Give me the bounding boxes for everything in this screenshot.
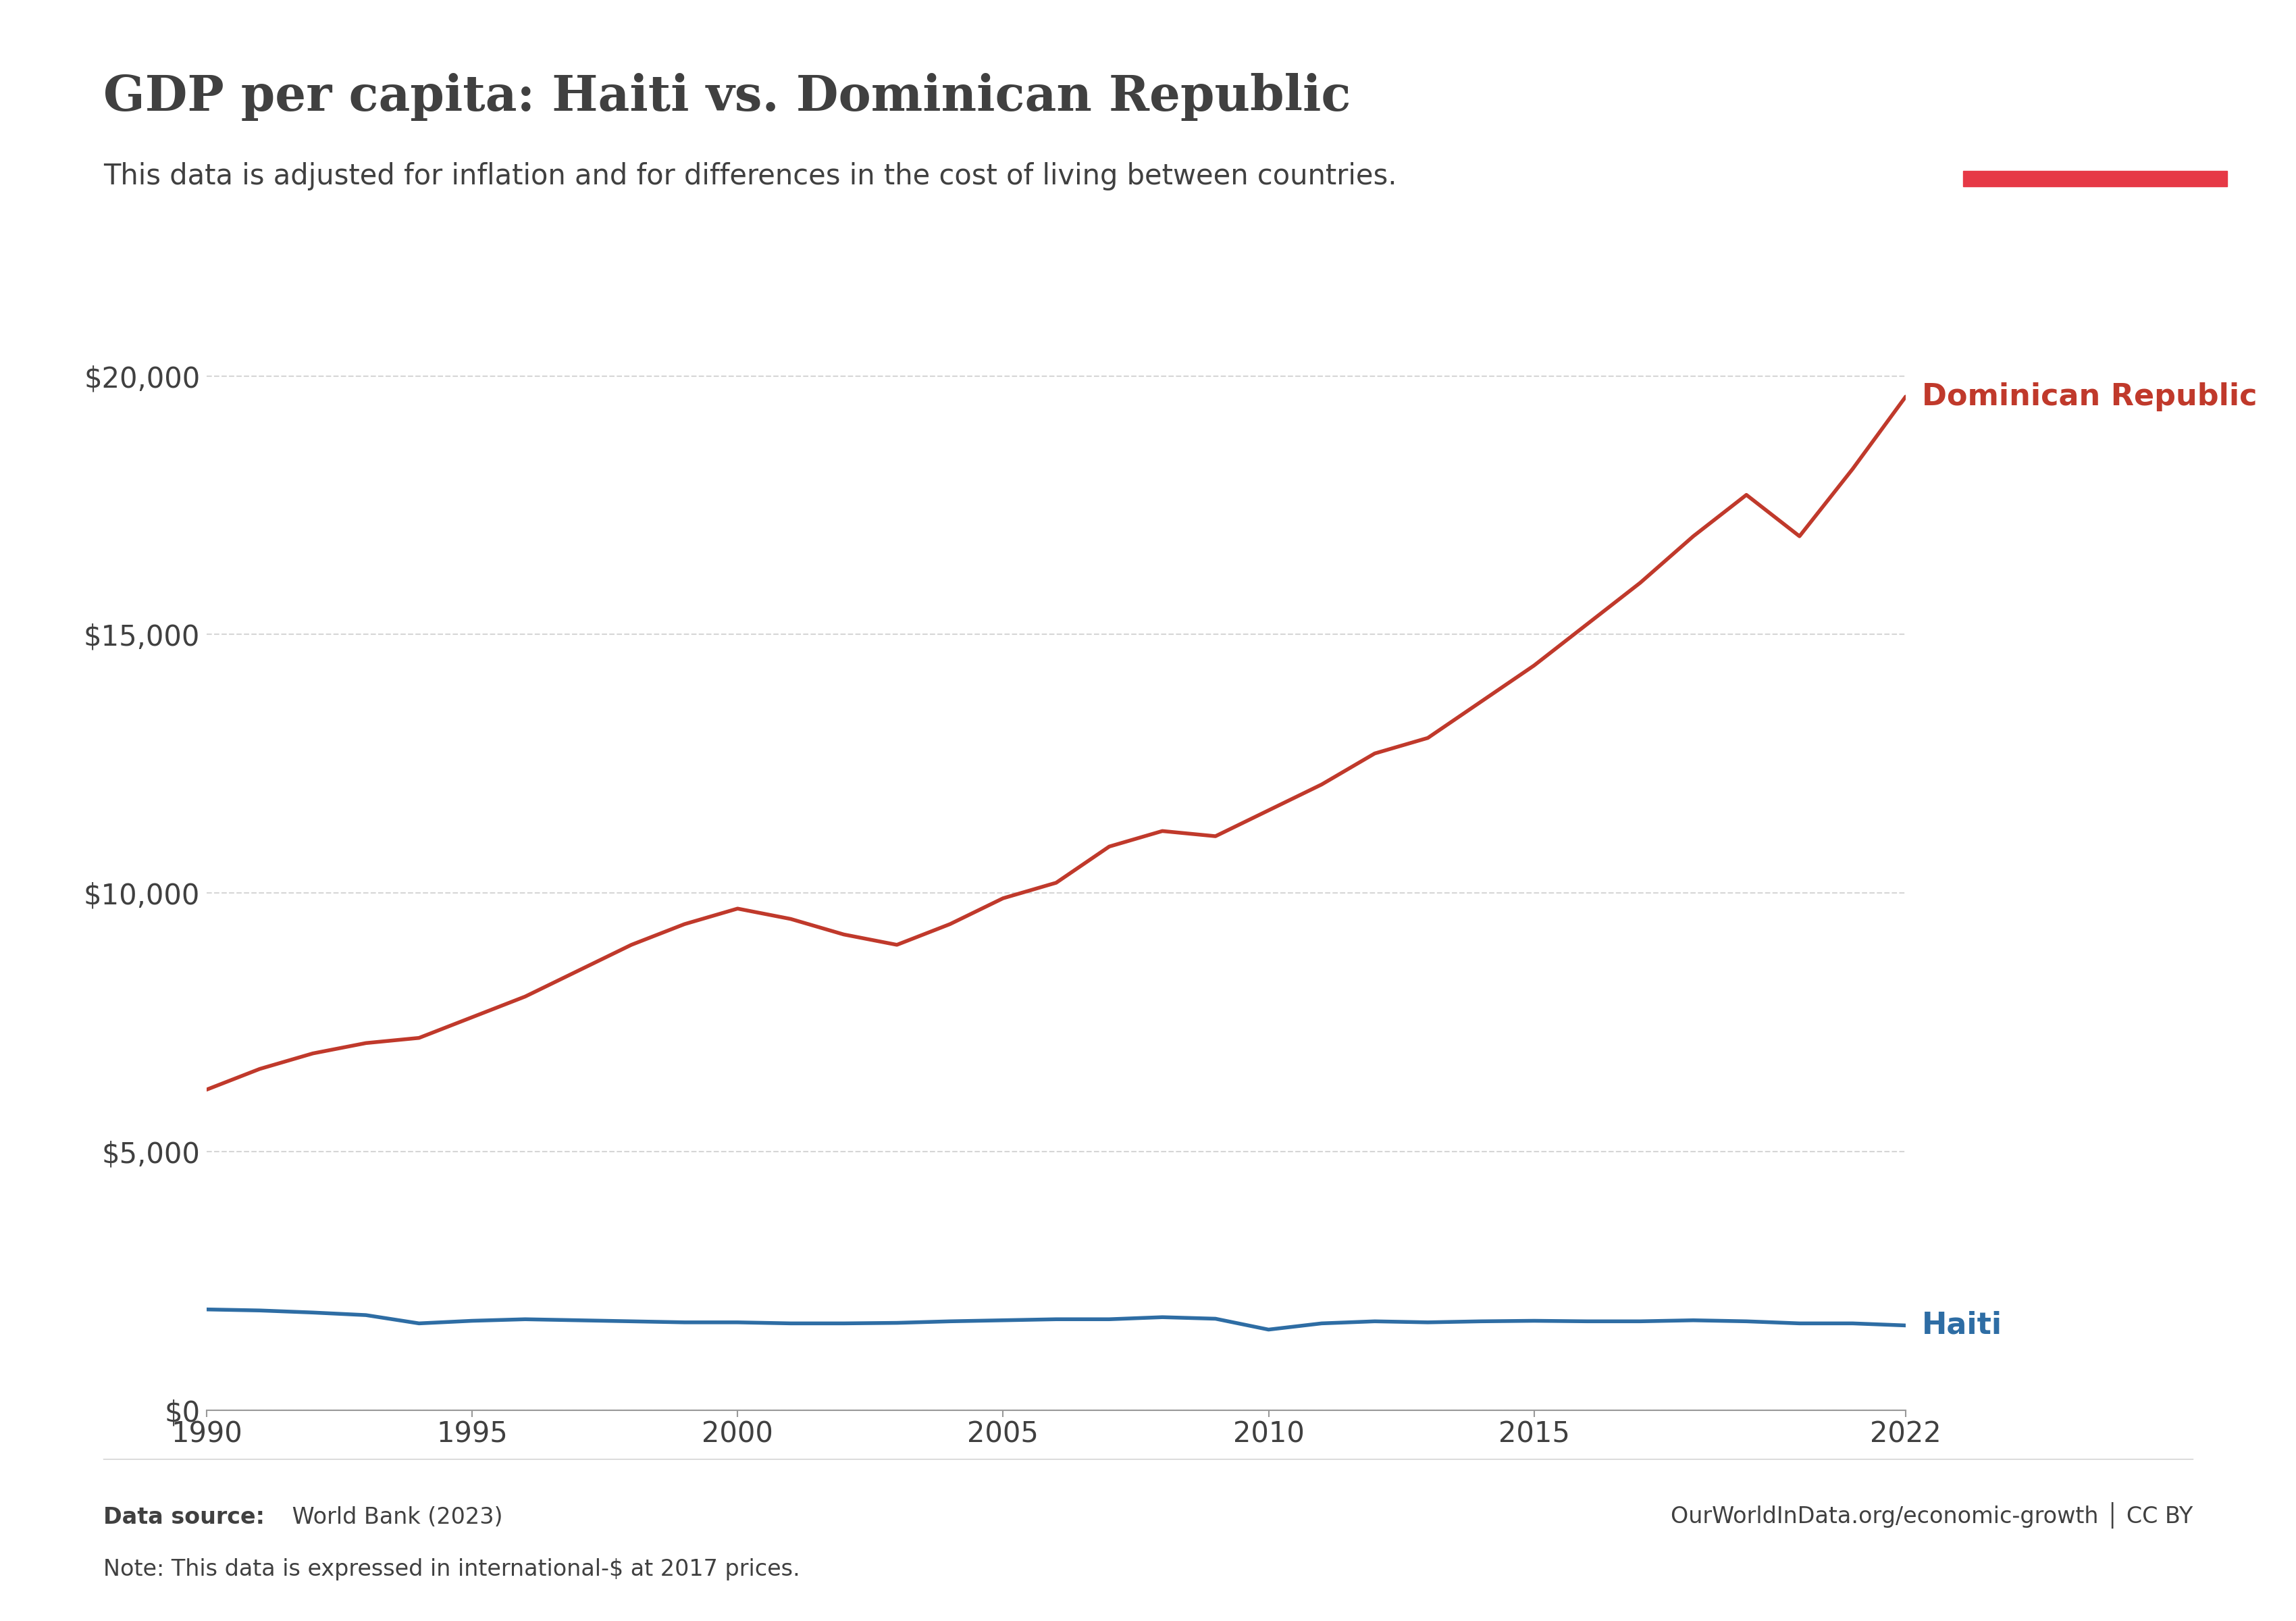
Text: OurWorldInData.org/economic-growth │ CC BY: OurWorldInData.org/economic-growth │ CC … bbox=[1671, 1503, 2193, 1529]
Text: Haiti: Haiti bbox=[1922, 1311, 2002, 1341]
Text: This data is adjusted for inflation and for differences in the cost of living be: This data is adjusted for inflation and … bbox=[103, 162, 1396, 190]
Text: Data source:: Data source: bbox=[103, 1506, 264, 1529]
Text: GDP per capita: Haiti vs. Dominican Republic: GDP per capita: Haiti vs. Dominican Repu… bbox=[103, 73, 1350, 122]
Text: in Data: in Data bbox=[2046, 122, 2144, 144]
Text: Note: This data is expressed in international-$ at 2017 prices.: Note: This data is expressed in internat… bbox=[103, 1558, 799, 1580]
Text: Our World: Our World bbox=[2025, 70, 2165, 92]
Text: Dominican Republic: Dominican Republic bbox=[1922, 383, 2257, 412]
Text: World Bank (2023): World Bank (2023) bbox=[285, 1506, 503, 1529]
Bar bbox=[1963, 170, 2227, 186]
